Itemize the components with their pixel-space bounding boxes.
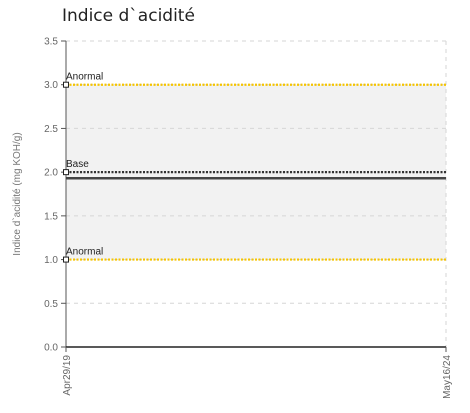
y-tick-label: 1.5	[44, 211, 58, 222]
y-tick-label: 2.0	[44, 168, 58, 179]
reference-marker	[63, 81, 69, 88]
y-tick-label: 2.5	[44, 124, 58, 135]
y-tick-label: 1.0	[44, 255, 58, 266]
reference-line-label: Base	[66, 159, 89, 170]
y-axis-title: Indice d`acidité (mg KOH/g)	[11, 132, 23, 255]
reference-line-label: Anormal	[66, 247, 103, 258]
y-tick-label: 3.5	[44, 37, 58, 48]
reference-line-label: Anormal	[66, 72, 103, 83]
x-tick-label: Apr29/19	[62, 355, 73, 396]
y-tick-label: 3.0	[44, 80, 58, 91]
chart-title: Indice d`acidité	[62, 6, 195, 26]
x-tick-label: May16/24	[442, 355, 453, 399]
y-tick-label: 0.0	[44, 343, 58, 354]
reference-marker	[63, 256, 69, 263]
reference-marker	[63, 169, 69, 176]
y-tick-label: 0.5	[44, 299, 58, 310]
